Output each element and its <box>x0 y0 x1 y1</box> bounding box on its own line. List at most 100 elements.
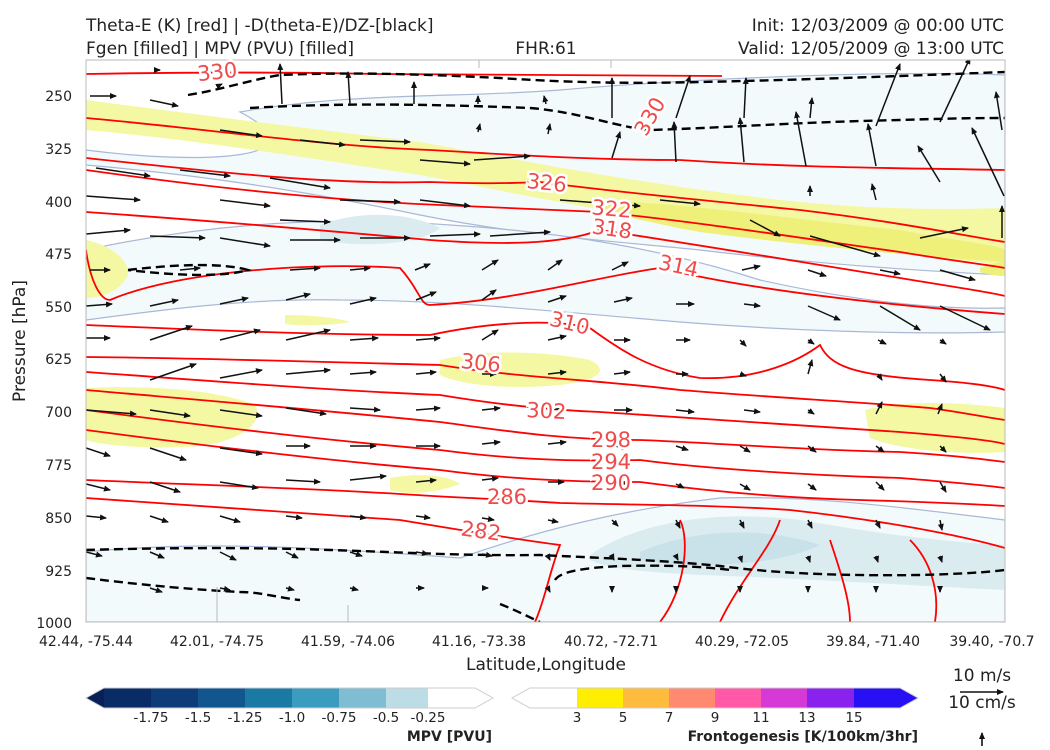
wind-arrow <box>481 475 499 482</box>
wind-arrow <box>542 95 549 105</box>
y-tick-label: 625 <box>45 352 72 368</box>
theta-e-contour-294 <box>86 409 1005 489</box>
wind-arrow <box>415 477 437 484</box>
wind-arrow <box>939 269 976 282</box>
wind-arrow <box>613 296 633 303</box>
wind-vectors <box>86 60 1005 593</box>
wind-arrow <box>149 587 163 593</box>
fgen-colorbar-label: 3 <box>573 710 582 726</box>
wind-arrow <box>219 237 271 249</box>
wind-arrow <box>807 445 817 453</box>
fgen-colorbar-swatch <box>854 688 900 708</box>
wind-arrow <box>917 145 941 183</box>
fgen-colorbar-label: 5 <box>619 710 628 726</box>
mpv-colorbar-outline <box>84 687 495 709</box>
theta-e-contour-330-a <box>86 71 723 77</box>
wind-arrow <box>299 139 346 148</box>
wind-arrow <box>547 369 567 376</box>
wind-arrow <box>86 227 131 235</box>
wind-arrow <box>675 445 689 451</box>
wind-arrow <box>919 226 969 239</box>
wind-arrow <box>742 77 749 119</box>
forecast-hour: FHR:61 <box>515 39 576 59</box>
wind-arrow <box>675 408 695 415</box>
theta-e-contour-286 <box>86 479 1005 549</box>
fgen-colorbar-label: 7 <box>665 710 674 726</box>
mpv-colorbar-swatch <box>386 688 428 708</box>
wind-arrow <box>545 123 552 135</box>
wind-arrow <box>806 519 813 529</box>
wind-arrow <box>339 198 401 205</box>
wind-arrow <box>936 403 943 415</box>
wind-arrow <box>671 121 678 163</box>
x-tick-label: 39.40, -70.7 <box>949 634 1034 650</box>
plot-area <box>85 59 1006 623</box>
wind-arrow <box>429 231 481 238</box>
fgen-region-upper-core <box>600 200 1005 262</box>
wind-arrow <box>149 447 187 461</box>
wind-arrow <box>937 555 943 563</box>
mpv-colorbar-swatch <box>151 688 198 708</box>
wind-arrow <box>807 359 814 375</box>
fgen-colorbar-label: 11 <box>752 710 769 726</box>
mpv-colorbar-extend-high <box>475 688 493 708</box>
wind-arrow <box>481 516 495 522</box>
wind-arrow <box>808 97 815 119</box>
wind-arrow <box>285 407 327 417</box>
title-left-line2: Fgen [filled] | MPV (PVU) [filled] <box>86 39 354 59</box>
y-axis-label: Pressure [hPa] <box>10 280 30 402</box>
y-tick-label: 325 <box>45 142 72 158</box>
theta-e-contour-330-b <box>86 117 1005 171</box>
wind-arrow <box>741 264 761 271</box>
wind-arrow <box>875 481 885 491</box>
wind-arrow <box>807 338 815 345</box>
wind-arrow <box>870 183 877 201</box>
theta-e-contour-282 <box>86 497 562 622</box>
wind-arrow <box>807 483 817 491</box>
wind-arrow <box>219 409 263 419</box>
wind-arrow <box>86 514 107 521</box>
x-tick-label: 41.16, -73.38 <box>432 634 526 650</box>
wind-arrow <box>939 338 947 345</box>
theta-e-contour-306 <box>86 356 1005 421</box>
wind-arrow <box>939 481 947 493</box>
wind-arrow <box>743 302 761 309</box>
theta-e-label: 294 <box>591 450 631 474</box>
wind-arrow <box>349 406 381 413</box>
x-tick-label: 42.44, -75.44 <box>39 634 133 650</box>
wind-arrow <box>547 295 567 303</box>
wind-arrow <box>876 373 883 381</box>
wind-arrow <box>739 339 747 347</box>
wind-arrow <box>805 555 811 563</box>
fgen-colorbar-swatch <box>807 688 854 708</box>
wind-arrow <box>993 91 1003 131</box>
wind-arrow <box>481 405 501 412</box>
fgen-colorbar-label: 13 <box>798 710 815 726</box>
x-tick-label: 42.01, -74.75 <box>170 634 264 650</box>
wind-arrow <box>613 480 627 486</box>
wind-arrow <box>349 265 371 272</box>
mpv-colorbar-swatch <box>339 688 386 708</box>
wind-arrow <box>279 218 331 225</box>
wind-arrow <box>939 60 971 123</box>
wind-arrow <box>737 555 743 563</box>
wind-arrow <box>86 301 113 308</box>
wind-arrow <box>179 169 231 179</box>
wind-arrow <box>877 338 887 345</box>
wind-arrow <box>349 551 363 557</box>
fgen-colorbar-extend-low <box>512 688 530 708</box>
fgen-region-550 <box>285 315 350 326</box>
fgen-colorbar-swatch <box>761 688 807 708</box>
wind-arrow <box>875 63 901 127</box>
mpv-colorbar-swatch <box>292 688 339 708</box>
mpv-colorbar-swatch <box>198 688 245 708</box>
wind-arrow <box>149 363 197 381</box>
wind-arrow <box>179 265 201 272</box>
theta-e-contour-302 <box>86 371 1005 445</box>
wind-arrow <box>866 123 877 167</box>
y-tick-label: 1000 <box>36 616 72 632</box>
mpv-colorbar-label: -0.25 <box>411 710 446 726</box>
wind-arrow <box>739 445 751 453</box>
wind-arrow <box>415 514 431 521</box>
